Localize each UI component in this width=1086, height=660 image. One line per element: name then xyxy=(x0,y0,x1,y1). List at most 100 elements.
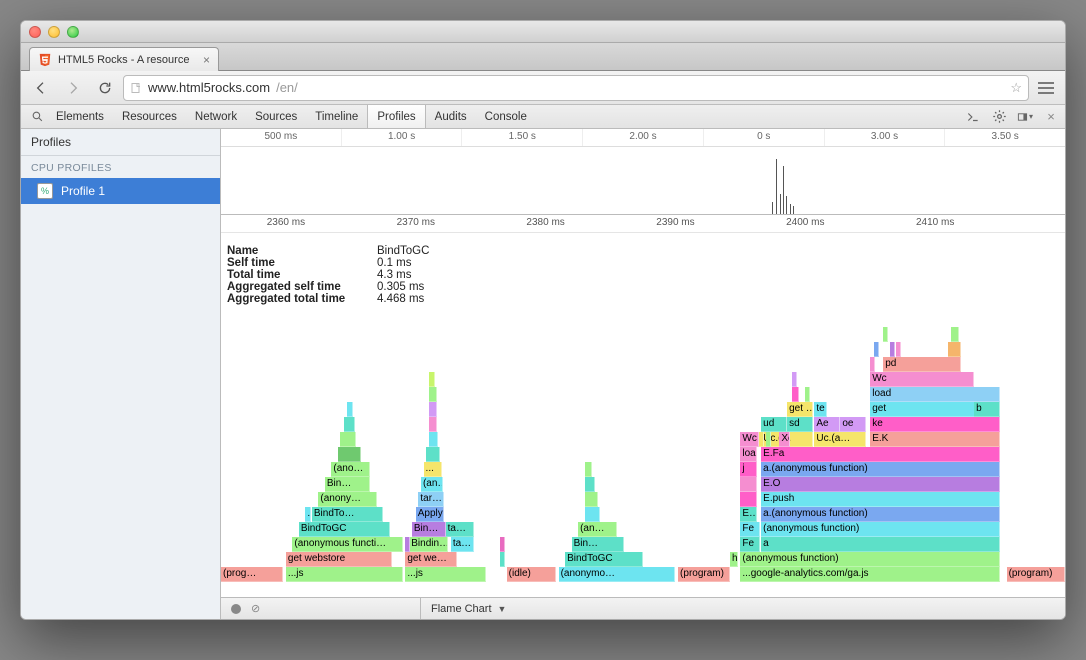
flame-bar[interactable] xyxy=(338,447,361,462)
flame-bar[interactable]: ...js xyxy=(405,567,486,582)
flame-bar[interactable]: ... xyxy=(424,462,442,477)
close-tab-icon[interactable]: × xyxy=(203,53,210,67)
flame-bar[interactable]: ud xyxy=(761,417,787,432)
flame-bar[interactable]: Xc xyxy=(779,432,789,447)
record-icon[interactable] xyxy=(231,604,241,614)
reload-button[interactable] xyxy=(91,75,119,101)
close-devtools-icon[interactable]: × xyxy=(1043,109,1059,125)
flame-bar[interactable] xyxy=(500,537,505,552)
flame-bar[interactable]: (anonymous function) xyxy=(761,522,1000,537)
panel-tab-sources[interactable]: Sources xyxy=(246,105,306,128)
flame-bar[interactable] xyxy=(883,327,888,342)
flame-bar[interactable] xyxy=(766,432,771,447)
profile-item[interactable]: % Profile 1 xyxy=(21,178,220,204)
flame-chart-area[interactable]: 2360 ms2370 ms2380 ms2390 ms2400 ms2410 … xyxy=(221,215,1065,597)
close-window-icon[interactable] xyxy=(29,26,41,38)
flame-bar[interactable]: Bin… xyxy=(572,537,624,552)
flame-bar[interactable] xyxy=(429,432,438,447)
flame-bar[interactable]: (an… xyxy=(421,477,443,492)
flame-bar[interactable]: Wc xyxy=(740,432,758,447)
flame-bar[interactable] xyxy=(585,507,601,522)
flame-bar[interactable] xyxy=(429,387,437,402)
flame-bar[interactable]: E… xyxy=(740,507,757,522)
flame-bar[interactable]: (program) xyxy=(678,567,730,582)
flame-bar[interactable]: Fe xyxy=(740,522,759,537)
flame-bar[interactable]: ta… xyxy=(451,537,474,552)
flame-bar[interactable]: Bin… xyxy=(325,477,370,492)
flame-bar[interactable]: BindToGC xyxy=(565,552,643,567)
address-bar[interactable]: www.html5rocks.com/en/ ☆ xyxy=(123,75,1029,101)
flame-bar[interactable]: E.O xyxy=(761,477,1000,492)
flame-bar[interactable] xyxy=(805,387,810,402)
flame-bar[interactable] xyxy=(429,402,437,417)
chrome-menu-icon[interactable] xyxy=(1033,82,1059,94)
flame-bar[interactable]: tar… xyxy=(418,492,444,507)
minimize-window-icon[interactable] xyxy=(48,26,60,38)
flame-bar[interactable]: (anonymous functi… xyxy=(292,537,402,552)
flame-bar[interactable]: (anony… xyxy=(318,492,376,507)
panel-tab-resources[interactable]: Resources xyxy=(113,105,186,128)
flame-bar[interactable]: ta… xyxy=(446,522,475,537)
flame-bar[interactable]: oe xyxy=(840,417,866,432)
flame-bar[interactable]: (anonymo… xyxy=(559,567,676,582)
flame-bar[interactable] xyxy=(405,537,410,552)
flame-bar[interactable]: E.Fa xyxy=(761,447,1000,462)
flame-bar[interactable]: get webstore xyxy=(286,552,392,567)
flame-bar[interactable]: h… xyxy=(730,552,738,567)
flame-bar[interactable]: pd xyxy=(883,357,961,372)
flame-bar[interactable]: a.(anonymous function) xyxy=(761,507,1000,522)
flame-bar[interactable] xyxy=(759,432,764,447)
flame-bar[interactable] xyxy=(948,342,961,357)
flame-bar[interactable]: Fe xyxy=(740,537,759,552)
flame-bar[interactable]: Bin… xyxy=(412,522,446,537)
flame-bar[interactable] xyxy=(585,492,598,507)
panel-tab-elements[interactable]: Elements xyxy=(47,105,113,128)
flame-bar[interactable] xyxy=(347,402,353,417)
flame-bar[interactable] xyxy=(874,342,879,357)
flame-bar[interactable]: ... xyxy=(305,507,310,522)
browser-tab[interactable]: HTML5 Rocks - A resource × xyxy=(29,47,219,71)
settings-gear-icon[interactable] xyxy=(991,109,1007,125)
console-toggle-icon[interactable] xyxy=(965,109,981,125)
forward-button[interactable] xyxy=(59,75,87,101)
flame-bar[interactable]: a xyxy=(761,537,1000,552)
panel-tab-network[interactable]: Network xyxy=(186,105,246,128)
flame-bar[interactable]: Bindin… xyxy=(409,537,448,552)
timeline-overview[interactable]: 500 ms1.00 s1.50 s2.00 s 0 s3.00 s3.50 s xyxy=(221,129,1065,215)
flame-bar[interactable] xyxy=(740,492,757,507)
flame-bar[interactable] xyxy=(585,462,593,477)
flame-bar[interactable]: ...google-analytics.com/ga.js xyxy=(740,567,1000,582)
flame-bar[interactable]: Wc xyxy=(870,372,974,387)
dock-side-icon[interactable]: ▾ xyxy=(1017,109,1033,125)
flame-bar[interactable]: load xyxy=(870,387,1000,402)
flame-bar[interactable]: E.K xyxy=(870,432,1000,447)
flame-bar[interactable] xyxy=(896,342,901,357)
flame-bar[interactable]: b xyxy=(974,402,1000,417)
flame-bar[interactable]: (an… xyxy=(578,522,617,537)
panel-tab-profiles[interactable]: Profiles xyxy=(367,105,425,128)
flame-bar[interactable]: get … xyxy=(787,402,813,417)
flame-bar[interactable]: ke xyxy=(870,417,1000,432)
flame-bar[interactable]: (prog… xyxy=(221,567,283,582)
flame-bar[interactable] xyxy=(429,417,437,432)
flame-bar[interactable]: BindToGC xyxy=(299,522,390,537)
flame-bar[interactable]: BindTo… xyxy=(312,507,383,522)
flame-bar[interactable] xyxy=(340,432,356,447)
flame-bar[interactable]: (anonymous function) xyxy=(740,552,1000,567)
flame-bar[interactable] xyxy=(792,387,798,402)
flame-bar[interactable] xyxy=(429,372,435,387)
flame-bar[interactable]: te xyxy=(814,402,827,417)
flame-bar[interactable]: Uc.(a… xyxy=(814,432,866,447)
flame-bar[interactable]: Apply xyxy=(416,507,445,522)
flame-bar[interactable]: load xyxy=(740,447,757,462)
flame-bar[interactable] xyxy=(426,447,440,462)
flame-bar[interactable] xyxy=(585,477,595,492)
flame-bar[interactable] xyxy=(344,417,354,432)
flame-bar[interactable] xyxy=(951,327,959,342)
flame-bar[interactable] xyxy=(500,552,505,567)
flame-bar[interactable] xyxy=(870,357,875,372)
bookmark-star-icon[interactable]: ☆ xyxy=(1010,80,1022,96)
panel-tab-timeline[interactable]: Timeline xyxy=(306,105,367,128)
zoom-window-icon[interactable] xyxy=(67,26,79,38)
panel-tab-console[interactable]: Console xyxy=(476,105,536,128)
